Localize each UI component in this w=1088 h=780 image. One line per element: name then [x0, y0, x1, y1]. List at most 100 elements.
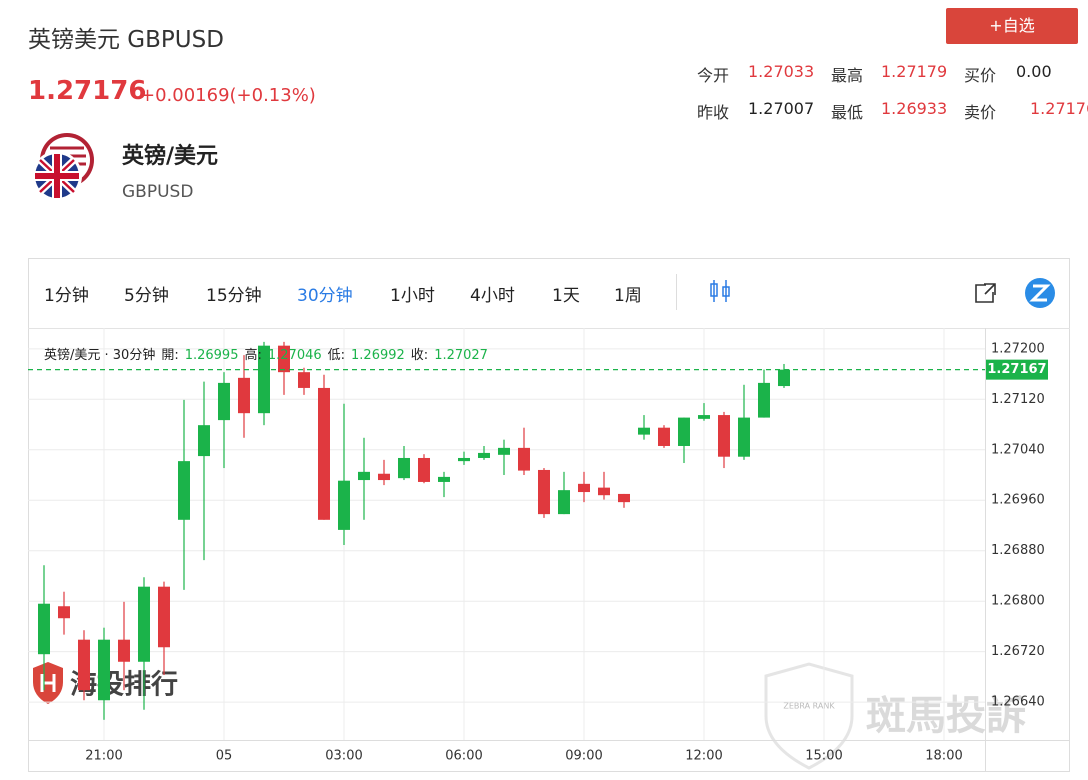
stat-label: 最低 — [831, 103, 864, 122]
info-label: 低: — [328, 348, 345, 363]
watermark-right-logo — [764, 662, 854, 770]
stat-value: 1.27179 — [881, 62, 948, 81]
watermark-text: ZEBRA RANK — [783, 702, 835, 711]
y-tick-label: 1.26880 — [991, 543, 1045, 558]
candle-body — [778, 369, 790, 387]
candle-body — [218, 382, 230, 421]
info-label: 收: — [411, 348, 428, 363]
timeframe-tab[interactable]: 1天 — [552, 286, 580, 306]
x-tick-label: 21:00 — [85, 749, 122, 764]
candle-body — [58, 606, 70, 619]
candle-icon[interactable] — [710, 280, 730, 302]
candle-body — [618, 493, 630, 503]
flag-icon — [32, 133, 94, 201]
x-tick-label: 12:00 — [685, 749, 722, 764]
price-change: +0.00169(+0.13%) — [140, 85, 316, 106]
y-tick-label: 1.26640 — [991, 695, 1045, 710]
candle-body — [498, 447, 510, 455]
y-tick-label: 1.26960 — [991, 493, 1045, 508]
timeframe-tab[interactable]: 1小时 — [390, 286, 435, 306]
stat-label: 昨收 — [697, 103, 730, 122]
watermark-text: 斑馬投訴 — [866, 693, 1026, 739]
symbol-interval: 英镑/美元 · 30分钟 — [44, 347, 155, 363]
stat-label: 最高 — [831, 66, 864, 85]
info-label: 開: — [161, 348, 178, 363]
stat-label: 买价 — [964, 66, 997, 85]
info-value: 1.27046 — [268, 348, 322, 363]
candle-body — [418, 457, 430, 482]
info-value: 1.27027 — [434, 348, 488, 363]
candle-body — [358, 471, 370, 481]
candle-body — [698, 415, 710, 419]
candle-body — [278, 345, 290, 373]
candle-body — [118, 639, 130, 662]
candle-body — [378, 473, 390, 481]
add-watchlist-button[interactable]: +自选 — [946, 8, 1078, 44]
x-tick-label: 05 — [216, 749, 233, 764]
stat-value: 1.27033 — [748, 62, 815, 81]
candle-body — [438, 476, 450, 482]
candle-body — [258, 345, 270, 414]
x-tick-label: 03:00 — [325, 749, 362, 764]
info-value: 1.26995 — [185, 348, 239, 363]
candle-body — [538, 469, 550, 515]
y-tick-label: 1.26800 — [991, 594, 1045, 609]
candle-body — [478, 452, 490, 458]
stat-value: 0.00 — [1016, 62, 1052, 81]
candle-body — [578, 483, 590, 493]
stat-label: 卖价 — [964, 103, 997, 122]
candle-body — [78, 639, 90, 691]
timeframe-tab[interactable]: 1周 — [614, 286, 642, 306]
candle-body — [638, 427, 650, 435]
x-tick-label: 18:00 — [925, 749, 962, 764]
candle-body — [298, 372, 310, 388]
candle-body — [718, 415, 730, 457]
last-price-badge — [986, 359, 1048, 380]
watermark-left-logo — [33, 662, 63, 704]
candle-body — [338, 480, 350, 530]
ohlc-info: 英镑/美元 · 30分钟 開: 1.26995 高: 1.27046 低: 1.26992 收… — [44, 347, 488, 363]
candle-body — [138, 586, 150, 662]
candle-body — [398, 457, 410, 479]
candle-body — [38, 603, 50, 655]
candle-body — [198, 425, 210, 457]
candle-body — [598, 487, 610, 496]
y-tick-label: 1.27200 — [991, 341, 1045, 356]
stat-label: 今开 — [697, 66, 730, 85]
candle-body — [658, 427, 670, 446]
timeframe-tab[interactable]: 1分钟 — [44, 286, 89, 306]
candle-body — [178, 461, 190, 520]
popout-icon[interactable] — [975, 283, 996, 303]
stat-value: 1.26933 — [881, 99, 948, 118]
symbol-name: 英镑/美元 — [122, 144, 219, 169]
last-price: 1.27176 — [28, 76, 147, 106]
candle-body — [158, 586, 170, 648]
y-tick-label: 1.27120 — [991, 392, 1045, 407]
x-tick-label: 06:00 — [445, 749, 482, 764]
candle-body — [758, 382, 770, 418]
page-title: 英镑美元 GBPUSD — [28, 27, 224, 53]
timeframe-tab[interactable]: 4小时 — [470, 286, 515, 306]
candle-body — [558, 490, 570, 515]
symbol-code: GBPUSD — [122, 182, 194, 202]
candle-body — [238, 377, 250, 414]
candle-body — [458, 457, 470, 462]
chart-panel — [28, 258, 1070, 772]
candle-body — [678, 417, 690, 446]
timeframe-tab[interactable]: 5分钟 — [124, 286, 169, 306]
candle-body — [98, 639, 110, 701]
timeframe-tab[interactable]: 30分钟 — [297, 286, 353, 306]
info-label: 高: — [244, 347, 261, 363]
candle-body — [318, 387, 330, 520]
x-tick-label: 09:00 — [565, 749, 602, 764]
y-tick-label: 1.26720 — [991, 644, 1045, 659]
timeframe-tab[interactable]: 15分钟 — [206, 286, 262, 306]
y-tick-label: 1.27040 — [991, 442, 1045, 457]
x-tick-label: 15:00 — [805, 749, 842, 764]
stat-value: 1.27007 — [748, 99, 815, 118]
brand-logo[interactable] — [1025, 278, 1055, 308]
last-price-label: 1.27167 — [987, 362, 1046, 377]
stat-value: 1.27176 — [1030, 99, 1088, 118]
